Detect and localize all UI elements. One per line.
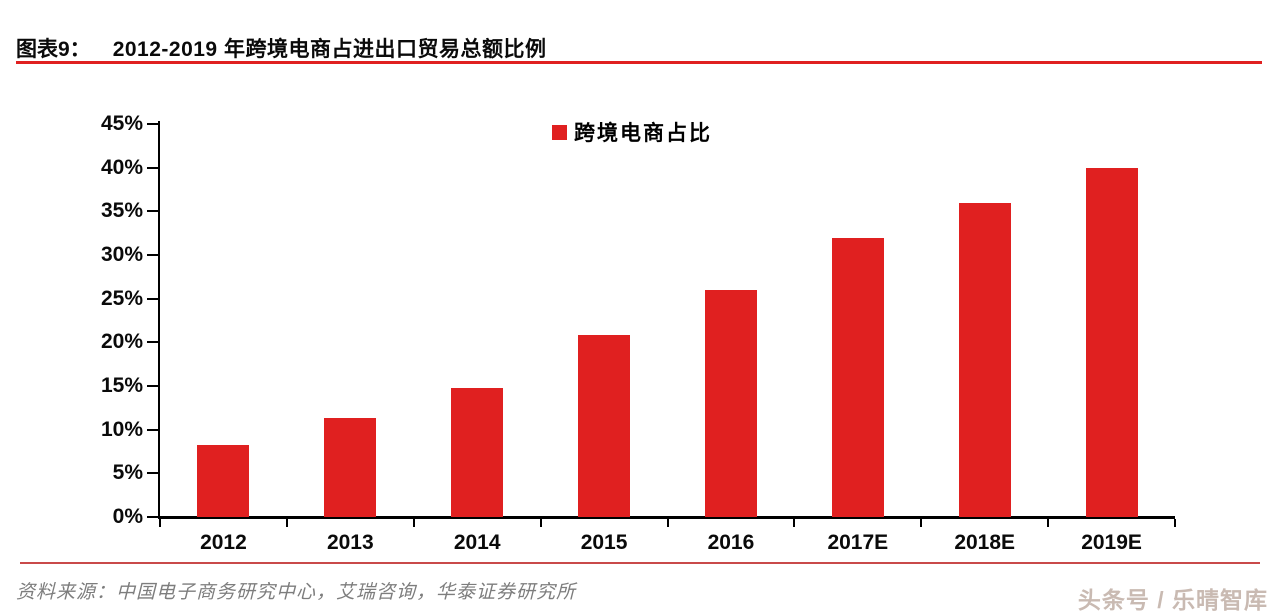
x-axis-tick [793, 519, 796, 527]
legend-label: 跨境电商占比 [574, 122, 712, 145]
y-axis-tick-label: 20% [100, 330, 143, 354]
legend-swatch [552, 124, 567, 140]
chart-header: 图表9： 2012-2019 年跨境电商占进出口贸易总额比例 [16, 33, 546, 63]
y-axis-tick-label: 15% [100, 374, 143, 397]
footer-rule [20, 562, 1260, 564]
bar-2015 [578, 335, 631, 517]
x-axis-line [158, 516, 1175, 519]
source-note: 资料来源：中国电子商务研究中心，艾瑞咨询，华泰证券研究所 [16, 581, 577, 603]
y-axis-line [158, 121, 160, 519]
bar-2019E [1085, 167, 1138, 517]
y-axis-tick [147, 516, 158, 518]
bar-2014 [451, 387, 504, 517]
header-rule [16, 61, 1262, 64]
x-axis-tick [412, 519, 415, 527]
y-axis-tick [147, 341, 158, 344]
x-axis-tick [539, 519, 542, 527]
chart-legend: 跨境电商占比 [552, 117, 712, 147]
x-axis-category-label: 2013 [326, 531, 374, 554]
y-axis-tick [147, 428, 158, 431]
x-axis-tick [920, 519, 923, 527]
y-axis-tick-label: 35% [100, 199, 143, 223]
figure-number-label: 图表9： [16, 38, 91, 61]
bar-chart-plot-area: 0% 5% 10% 15% 20% 25% 30% 35% 40% 45% 2012 2013 2014… [101, 112, 1176, 554]
y-axis-tick-label: 5% [112, 461, 143, 485]
y-axis-tick [147, 472, 158, 475]
y-axis-tick-label: 40% [100, 155, 143, 179]
y-axis-tick [147, 166, 158, 169]
watermark-text: 头条号 / 乐晴智库 [1077, 587, 1268, 613]
y-axis-tick [147, 385, 158, 387]
x-axis-category-label: 2012 [200, 531, 247, 554]
page-title: 2012-2019 年跨境电商占进出口贸易总额比例 [112, 38, 547, 61]
y-axis-tick-label: 0% [112, 505, 143, 528]
x-axis-tick [666, 519, 669, 527]
bar-2013 [324, 418, 377, 517]
y-axis-tick-label: 25% [100, 286, 143, 310]
x-axis-category-label: 2016 [707, 531, 755, 554]
x-axis-tick [1047, 519, 1050, 527]
y-axis-tick [147, 210, 158, 213]
x-axis-category-label: 2019E [1081, 531, 1142, 554]
y-axis-tick-label: 45% [100, 112, 143, 135]
x-axis-category-label: 2017E [827, 531, 889, 554]
bar-2018E [958, 202, 1011, 517]
x-axis-tick [159, 519, 161, 527]
bar-2017E [831, 237, 884, 517]
y-axis-tick-label: 10% [100, 417, 143, 441]
x-axis-tick [285, 519, 288, 527]
x-axis-tick [1174, 519, 1176, 527]
y-axis-tick-label: 30% [100, 243, 143, 266]
x-axis-category-label: 2015 [580, 531, 628, 554]
y-axis-tick [147, 297, 158, 300]
x-axis-category-label: 2014 [453, 531, 501, 554]
x-axis-category-label: 2018E [954, 531, 1016, 554]
bar-2016 [704, 289, 757, 517]
y-axis-tick [147, 123, 158, 125]
y-axis-tick [147, 254, 158, 256]
bar-2012 [197, 445, 250, 517]
